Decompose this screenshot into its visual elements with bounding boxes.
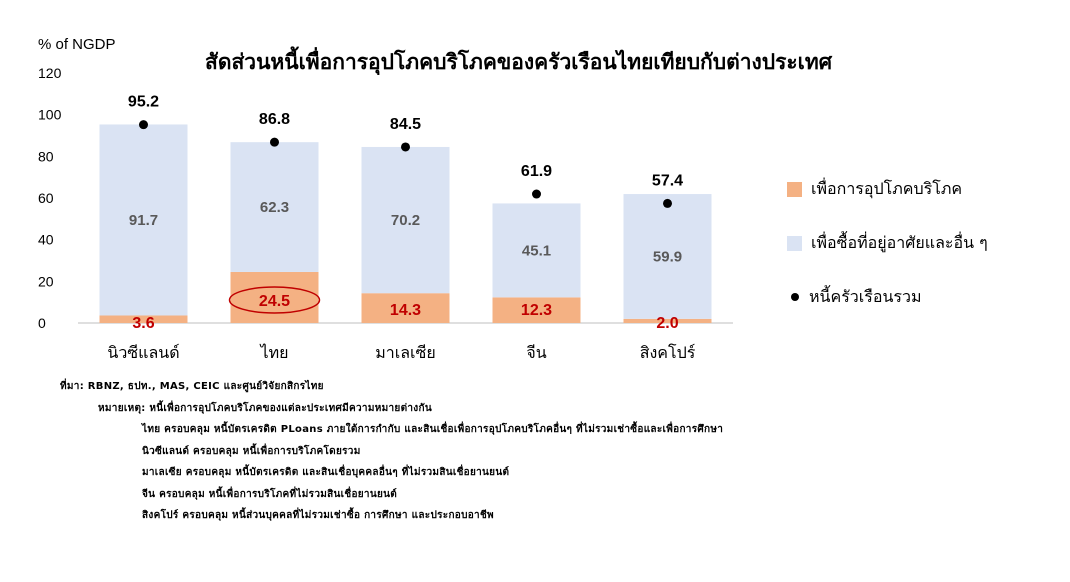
data-label-consumption: 2.0	[656, 315, 678, 332]
data-label-total: 86.8	[259, 111, 290, 128]
total-marker	[401, 142, 410, 152]
bar-housing	[492, 203, 581, 298]
note-line: จีน ครอบคลุม หนี้เพื่อการบริโภคที่ไม่รวม…	[142, 488, 398, 500]
highlight-ellipse	[228, 286, 321, 314]
data-label-consumption: 14.3	[390, 302, 421, 319]
source-note: ที่มา: RBNZ, ธปท., MAS, CEIC และศูนย์วิจ…	[60, 381, 324, 392]
y-tick-label: 0	[38, 315, 46, 331]
data-label-housing: 62.3	[260, 199, 289, 216]
footnotes: ที่มา: RBNZ, ธปท., MAS, CEIC และศูนย์วิจ…	[60, 376, 723, 527]
x-tick-label: นิวซีแลนด์	[107, 343, 179, 362]
chart-labels: 3.6 91.7 95.2 นิวซีแลนด์ 24.5 62.3 86.8 ไทย 14.3…	[107, 94, 695, 362]
total-marker	[270, 137, 279, 147]
bar-housing	[99, 124, 188, 316]
legend-item-housing: เพื่อซื้อที่อยู่อาศัยและอื่น ๆ	[787, 230, 988, 256]
legend: เพื่อการอุปโภคบริโภค เพื่อซื้อที่อยู่อาศ…	[787, 176, 988, 338]
data-label-total: 84.5	[390, 116, 421, 133]
bar-consumption	[361, 293, 450, 323]
y-tick-label: 20	[38, 273, 54, 289]
bar-consumption	[623, 318, 712, 323]
legend-label-total: หนี้ครัวเรือนรวม	[809, 286, 922, 306]
bar-consumption	[99, 315, 188, 323]
total-marker	[663, 198, 672, 208]
data-label-total: 95.2	[128, 94, 159, 111]
total-marker	[532, 189, 541, 199]
bar-consumption	[492, 297, 581, 323]
legend-label-consumption: เพื่อการอุปโภคบริโภค	[811, 178, 963, 198]
data-label-housing: 59.9	[653, 248, 682, 265]
x-tick-label: สิงคโปร์	[640, 343, 696, 362]
data-label-housing: 91.7	[129, 212, 158, 229]
data-label-consumption: 24.5	[259, 293, 290, 310]
y-axis-label: % of NGDP	[38, 36, 116, 53]
data-label-consumption: 12.3	[521, 302, 552, 319]
x-tick-label: ไทย	[259, 343, 289, 362]
data-label-consumption: 3.6	[132, 315, 154, 332]
bar-housing	[623, 194, 712, 319]
data-label-total: 57.4	[652, 172, 683, 189]
note-line: นิวซีแลนด์ ครอบคลุม หนี้เพื่อการบริโภคโด…	[142, 445, 361, 457]
bar-consumption	[230, 271, 319, 323]
y-tick-label: 60	[38, 190, 54, 206]
legend-label-housing: เพื่อซื้อที่อยู่อาศัยและอื่น ๆ	[811, 232, 988, 252]
x-tick-label: จีน	[526, 343, 546, 362]
note-line: สิงคโปร์ ครอบคลุม หนี้ส่วนบุคคลที่ไม่รวม…	[142, 510, 494, 521]
legend-swatch-consumption	[787, 181, 802, 197]
legend-item-total: หนี้ครัวเรือนรวม	[787, 284, 988, 310]
note-line: ไทย ครอบคลุม หนี้บัตรเครดิต PLoans ภายใต…	[142, 424, 724, 435]
y-tick-label: 120	[38, 65, 62, 81]
legend-marker-total	[791, 293, 799, 301]
bar-housing	[361, 146, 450, 294]
legend-item-consumption: เพื่อการอุปโภคบริโภค	[787, 176, 988, 202]
x-tick-label: มาเลเซีย	[375, 343, 436, 362]
note-line: มาเลเซีย ครอบคลุม หนี้บัตรเครดิต และสินเ…	[142, 467, 510, 478]
chart-title: สัดส่วนหนี้เพื่อการอุปโภคบริโภคของครัวเร…	[205, 50, 833, 74]
data-label-housing: 45.1	[522, 242, 551, 259]
chart-bars	[99, 124, 712, 323]
y-tick-label: 100	[38, 107, 62, 123]
data-label-housing: 70.2	[391, 212, 420, 229]
y-tick-label: 40	[38, 232, 54, 248]
total-marker	[139, 120, 148, 130]
legend-swatch-housing	[787, 235, 802, 251]
data-label-total: 61.9	[521, 163, 552, 180]
bar-housing	[230, 142, 319, 272]
y-tick-label: 80	[38, 148, 54, 164]
remark-note: หมายเหตุ: หนี้เพื่อการอุปโภคบริโภคของแต่…	[98, 402, 432, 414]
